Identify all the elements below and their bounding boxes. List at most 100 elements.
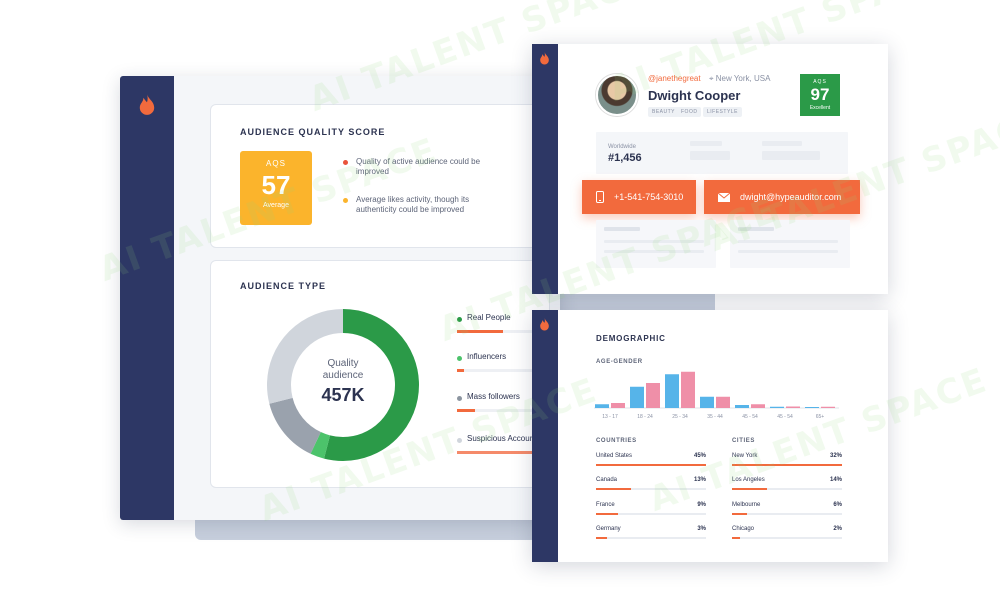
donut-center-label: Quality audience [322,358,364,381]
city-bar-fill [732,464,842,466]
email-button[interactable]: dwight@hypeauditor.com [704,180,860,214]
placeholder-bar [604,227,640,231]
profile-handle[interactable]: @janethegreat [648,74,701,83]
type-label: Influencers [467,352,507,361]
type-bar-fill [457,330,503,333]
country-bar [596,537,706,539]
rank-value: #1,456 [608,152,642,164]
city-value: 14% [829,477,842,483]
type-bar-fill [457,369,465,372]
age-bar-male [700,396,714,408]
age-bar-female [681,371,695,408]
donut-center-value: 457K [321,385,365,405]
sidebar [120,76,174,520]
country-bar-fill [596,537,607,539]
country-name: United States [596,453,633,459]
audience-donut-chart [267,309,419,461]
age-tick-label: 45 - 54 [777,414,793,420]
country-row: Canada 13% [596,477,706,490]
profile-aqs-sub: Excellent [809,105,831,111]
age-bar-female [611,403,625,408]
city-bar [732,488,842,490]
country-value: 3% [697,526,706,532]
city-name: Los Angeles [732,477,765,483]
country-bar [596,464,706,466]
city-bar-fill [732,488,768,490]
profile-name: Dwight Cooper [648,88,741,103]
type-bar [457,369,560,372]
aqs-note: Quality of active audience could be impr… [343,157,483,177]
placeholder-bar [762,141,802,146]
type-row-suspicious: Suspicious Accounts [457,434,560,454]
cities-label: CITIES [732,438,755,444]
type-row-mass-followers: Mass followers [457,392,560,412]
main-window: AUDIENCE QUALITY SCORE AQS 57 Average Qu… [120,76,560,520]
age-tick-label: 65+ [815,414,825,420]
audience-quality-card: AUDIENCE QUALITY SCORE AQS 57 Average Qu… [210,104,540,248]
profile-aqs-badge: AQS 97 Excellent [800,74,840,116]
rank-label: Worldwide [608,144,636,150]
city-bar-fill [732,537,740,539]
aqs-badge-sub: Average [263,202,289,209]
placeholder-bar [690,141,722,146]
city-bar [732,537,842,539]
phone-number: +1-541-754-3010 [614,192,684,202]
demographic-sidebar [532,310,558,562]
avatar[interactable] [596,74,638,116]
profile-tag[interactable]: FOOD [677,107,702,117]
type-bar [457,451,560,454]
aqs-badge-value: 57 [261,170,291,200]
city-row: Chicago 2% [732,526,842,539]
flame-icon[interactable] [539,318,550,331]
donut-segment [267,309,419,461]
age-bar-female [751,404,765,408]
country-value: 45% [693,453,706,459]
country-value: 13% [693,477,706,483]
age-bar-male [595,404,609,408]
city-row: Los Angeles 14% [732,477,842,490]
country-name: France [596,502,615,508]
flame-icon[interactable] [539,52,550,65]
city-value: 2% [833,526,842,532]
city-row: Melbourne 6% [732,502,842,515]
email-address: dwight@hypeauditor.com [740,192,842,202]
type-label: Real People [467,313,511,322]
profile-aqs-label: AQS [813,79,827,85]
country-bar [596,513,706,515]
age-gender-chart [594,371,839,409]
age-tick-label: 45 - 54 [742,414,758,420]
country-row: Germany 3% [596,526,706,539]
flame-icon[interactable] [138,94,156,116]
country-bar-fill [596,513,618,515]
age-bar-female [821,406,835,408]
age-bar-male [665,374,679,408]
age-bar-male [805,407,819,408]
age-gender-label: AGE-GENDER [596,359,643,365]
age-bar-male [630,386,644,408]
phone-button[interactable]: +1-541-754-3010 [582,180,696,214]
age-tick-label: 35 - 44 [707,414,723,420]
city-value: 6% [833,502,842,508]
age-bar-female [786,406,800,408]
placeholder-bar [604,250,704,253]
type-bar [457,330,560,333]
city-name: Chicago [732,526,755,532]
mail-icon [718,192,730,202]
country-name: Germany [596,526,621,532]
city-row: New York 32% [732,453,842,466]
profile-aqs-value: 97 [810,85,830,104]
country-bar-fill [596,488,632,490]
age-bar-female [716,396,730,408]
placeholder-bar [738,227,774,231]
profile-tag[interactable]: BEAUTY [648,107,680,117]
location-pin-icon: ⌖ [709,74,714,83]
age-tick-label: 18 - 24 [637,414,653,420]
phone-icon [596,191,604,203]
country-name: Canada [596,477,618,483]
type-dot [457,437,462,443]
type-dot [457,316,462,322]
city-name: Melbourne [732,502,761,508]
profile-tag[interactable]: LIFESTYLE [703,107,742,117]
type-bar [457,409,560,412]
country-value: 9% [697,502,706,508]
